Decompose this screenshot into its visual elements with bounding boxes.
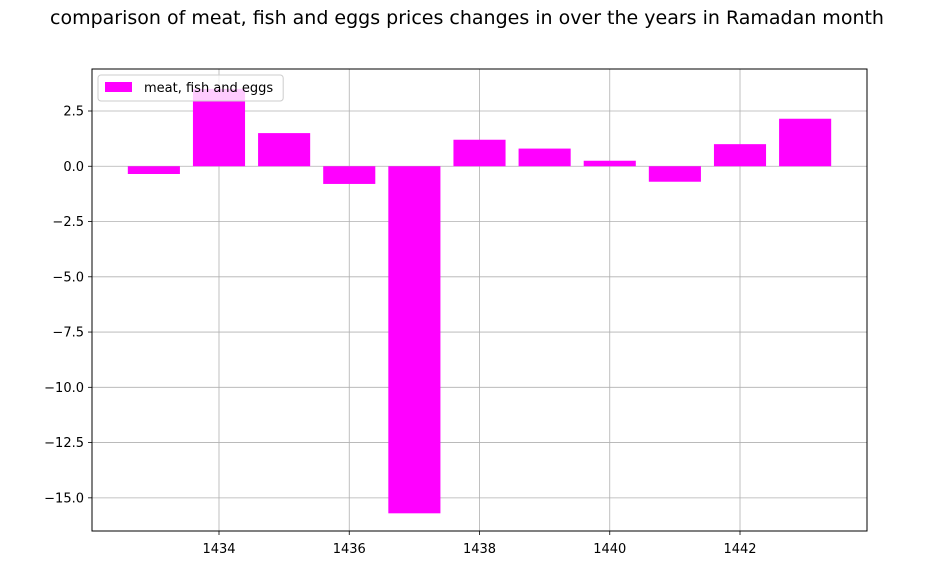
bar [323, 166, 376, 184]
x-tick-label: 1442 [723, 542, 756, 557]
y-tick-label: −2.5 [52, 215, 84, 230]
y-tick-label: −7.5 [52, 326, 84, 341]
y-tick-label: −15.0 [44, 491, 84, 506]
y-tick-label: 2.5 [63, 105, 84, 120]
x-tick-label: 1434 [202, 542, 235, 557]
bar [192, 88, 246, 167]
bar [518, 148, 571, 167]
legend: meat, fish and eggs [97, 74, 284, 102]
y-tick-label: −10.0 [44, 381, 84, 396]
bar [127, 166, 180, 174]
x-tick-label: 1438 [463, 542, 496, 557]
y-tick-label: −12.5 [44, 436, 84, 451]
x-tick-label: 1436 [333, 542, 366, 557]
legend-label: meat, fish and eggs [144, 81, 273, 96]
bar [388, 166, 441, 514]
bar [713, 144, 767, 167]
bar [648, 166, 701, 182]
bar [583, 160, 636, 167]
y-tick-label: 0.0 [63, 160, 84, 175]
legend-swatch [105, 82, 132, 92]
y-tick-label: −5.0 [52, 270, 84, 285]
bar [258, 133, 311, 167]
bar [453, 139, 506, 167]
legend-box [97, 74, 284, 102]
bars [127, 88, 832, 514]
grid [92, 69, 867, 531]
x-tick-label: 1440 [593, 542, 626, 557]
bar [779, 118, 832, 167]
chart-title: comparison of meat, fish and eggs prices… [50, 7, 884, 29]
axis-ticks: 1434 1436 1438 1440 1442 2.5 0.0 −2.5 −5.0 −7.5 −1… [44, 105, 756, 558]
